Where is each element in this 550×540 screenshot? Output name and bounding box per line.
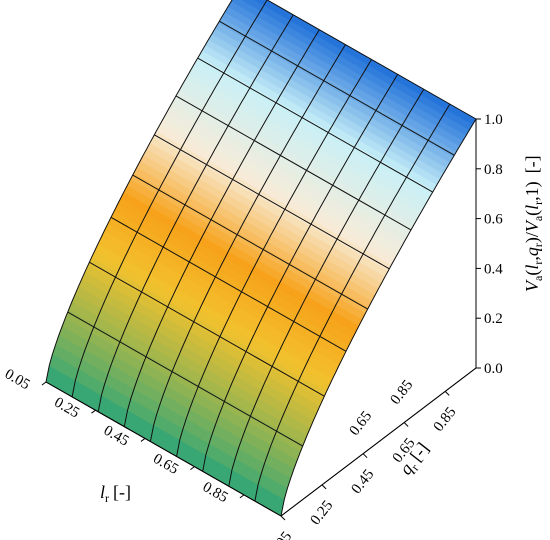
z-tick-label: 0.8 [484,162,503,178]
surface-grid-line-l [254,103,451,502]
z-tick-label: 0.0 [484,361,503,377]
surface-grid-line-q [132,174,368,310]
x-tick-mark [41,381,47,386]
surface-cell [254,0,264,5]
x-axis-title-main: l [100,482,105,502]
z-title-unit: [-] [522,155,542,173]
surface-grid-line-q [89,261,325,397]
x-tick-mark [239,494,245,499]
y-tick-label-back: 0.85 [388,377,417,408]
axis-lines [45,119,477,517]
surface-grid-line-q [266,0,477,120]
surface-grid-line-l [71,0,268,397]
surface-grid-line-l [228,88,425,487]
z-title-a2: a [531,215,545,221]
surface-grid-line-l [176,59,373,457]
surface-grid-line-q [197,57,433,193]
z-tick-label: 1.0 [484,112,503,128]
z-title-v1: V [522,279,542,292]
surface-grid-line-q [175,95,412,231]
y-tick-mark [444,391,450,396]
x-axis-title-sub: r [105,491,109,505]
z-axis-ticks: 0.0 0.2 0.4 0.6 0.8 1.0 [476,112,503,377]
z-title-r2: r [531,243,545,247]
z-tick-label: 0.2 [484,311,503,327]
z-title-l1: l [522,265,542,270]
surface-grid-line-q [67,311,303,447]
z-title-r1: r [531,261,545,265]
z-title-l2: l [522,205,542,210]
z-axis-title: Va(lr,qr)/Va(lr,1)[-] [522,155,545,292]
x-axis-line [45,381,282,517]
y-tick-label: 0.45 [349,467,378,498]
x-tick-mark [91,409,96,414]
surface-grid-line-l [202,74,399,472]
y-tick-label: 0.25 [308,498,337,529]
y-tick-mark [280,515,286,521]
z-tick-label: 0.4 [484,261,503,277]
z-title-r3: r [531,201,545,205]
z-title-a1: a [531,275,545,281]
y-tick-label: 0.05 [266,529,295,540]
z-title-p1: ( [522,270,543,276]
x-axis-title: lr [-] [100,482,131,505]
y-tick-mark [321,484,327,490]
z-title-v2: V [522,219,542,232]
y-tick-mark [403,422,409,427]
x-axis-title-unit: [-] [113,482,131,502]
z-title-mid: )/ [522,232,543,243]
surface-grid-line-q [219,20,455,156]
x-tick-mark [140,438,146,442]
x-tick-mark [190,466,195,471]
y-tick-label: 0.85 [431,404,460,435]
z-title-c1: , [522,256,542,261]
z-title-q1: q [522,247,542,256]
y-axis-line [280,367,477,517]
x-tick-label: 0.05 [2,366,33,393]
surface-grid-line-q [154,134,390,270]
surface-grid-line-l [149,44,346,442]
surface-cell [241,0,254,6]
surface-grid-line-l [123,29,320,427]
y-tick-mark [362,453,368,459]
y-tick-label-back: 0.65 [347,408,376,439]
z-title-end: ,1) [522,181,543,201]
z-tick-label: 0.6 [484,212,503,228]
surface-grid-line-q [110,216,347,352]
z-title-p2: ( [522,210,543,216]
y-axis-title-sub: r [408,461,421,473]
surface-grid-line-l [45,0,233,383]
surface-grid-line-l [97,14,294,412]
surface-grid-line-l [280,118,477,517]
